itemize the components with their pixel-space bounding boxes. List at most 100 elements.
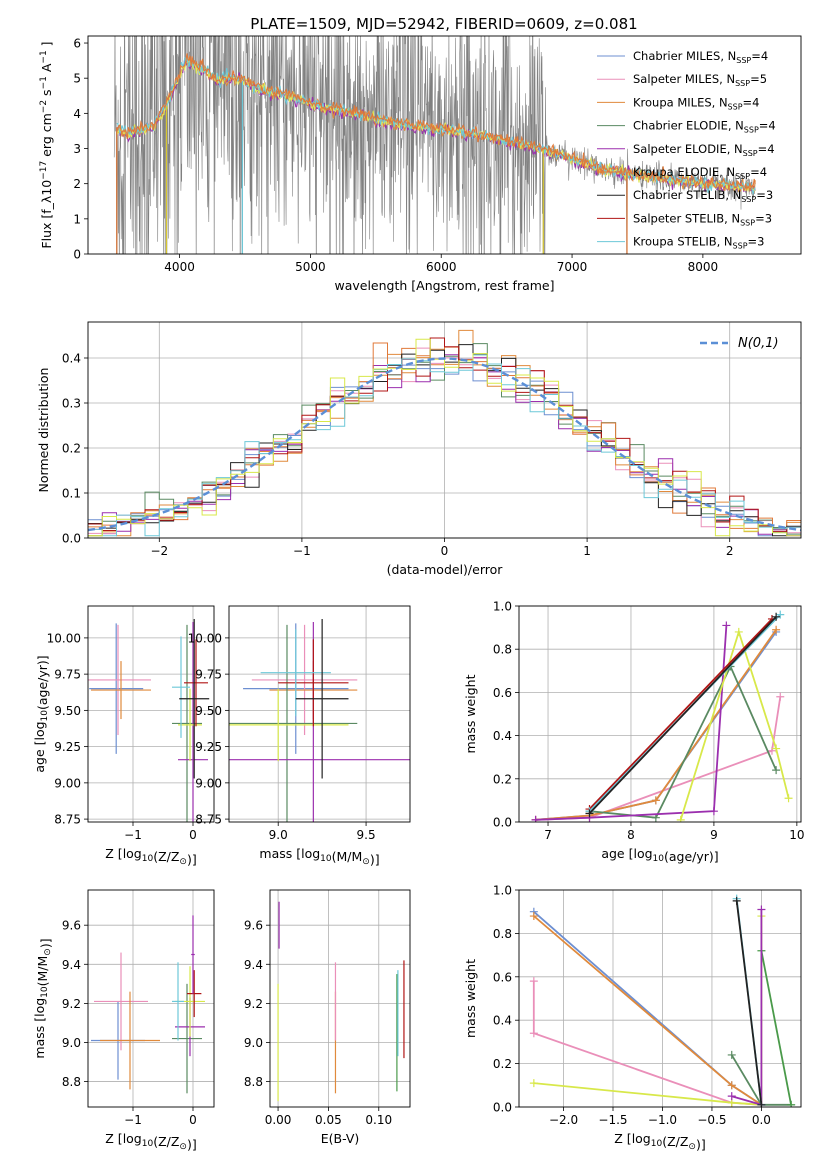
legend-entry: Salpeter ELODIE, NSSP=4 [633,142,775,158]
weight-vs-metallicity-axes: −2.0 −1.5 −1.0 −0.5 0.0 0.0 0.2 0.4 0.6 0.8 1.0 Z [… [463,884,802,1152]
mass-vs-ebv-xlabel: E(B-V) [321,1131,360,1146]
spectrum-ylabel-part: s [39,89,54,96]
spectrum-ylabel-part: −2 [39,100,49,113]
legend-entry-suffix: =4 [759,119,776,133]
weight-point-marker [722,621,731,630]
weight-vs-metallicity-ytick-label: 0.4 [493,1014,512,1028]
weight-point-marker [776,692,785,701]
age-vs-metallicity-ytick-label: 9.75 [54,668,81,682]
weight-vs-metallicity-ytick-label: 1.0 [493,884,512,898]
age-vs-metallicity-ytick-label: 9.25 [54,740,81,754]
weight-vs-metallicity-panel: −2.0 −1.5 −1.0 −0.5 0.0 0.0 0.2 0.4 0.6 0.8 1.0 Z [… [463,884,802,1152]
weight-series-line [588,618,773,810]
spectrum-xtick-label: 4000 [164,260,195,274]
age-vs-mass-axes: 9.0 9.5 8.75 9.00 9.25 9.50 9.75 10.00 mass [log… [188,605,411,867]
spectrum-ylabel-part: ] [39,41,54,46]
legend-entry-suffix: =4 [758,142,775,156]
residual-histogram [88,338,801,537]
weight-vs-metallicity-xlabel: Z [log10(Z/Z⊙)] [614,1131,705,1152]
residual-distribution-xlabel: (data-model)/error [387,562,504,577]
age-vs-mass-xlabel-part: (M/M [332,849,363,864]
spectrum-xtick-label: 8000 [688,260,719,274]
weight-vs-metallicity-ylabel: mass weight [463,959,478,1038]
spectrum-ylabel-part: A [39,63,54,72]
weight-point-marker [757,1100,766,1107]
weight-point-marker [727,1092,736,1101]
age-vs-mass-plot [229,619,410,822]
legend-entry: Kroupa ELODIE, NSSP=4 [633,165,767,181]
weight-vs-metallicity-xlabel-part: (Z/Z [662,1134,688,1149]
mass-vs-metallicity-panel: −1 08.89.09.29.49.6Z [log10(Z/Z⊙)]mass [l… [32,889,215,1152]
mass-vs-ebv-xtick-label: 0.10 [365,1113,392,1127]
age-vs-metallicity-xtick-label: 0 [189,828,197,842]
residual-distribution-ytick-label: 0.1 [62,487,81,501]
mass-vs-metallicity-xlabel-part: Z [ [105,1131,122,1146]
weight-vs-metallicity-ytick-label: 0.8 [493,927,512,941]
weight-vs-metallicity-xlabel-part: log [632,1131,651,1146]
weight-vs-age-frame [518,605,802,823]
weight-vs-metallicity-ytick-label: 0.6 [493,970,512,984]
legend-entry: Kroupa STELIB, NSSP=3 [633,235,764,251]
weight-series-line [535,696,782,821]
mass-vs-ebv-ytick-label: 8.8 [244,1075,263,1089]
weight-vs-metallicity-xlabel-part: )] [696,1137,706,1152]
mass-vs-metallicity-ytick-label: 9.2 [62,997,81,1011]
weight-vs-metallicity-xtick-label: −1.5 [598,1113,627,1127]
residual-distribution-xlabel-part: (data-model)/error [387,562,504,577]
weight-vs-age-ytick-label: 1.0 [493,600,512,614]
weight-point-marker [727,1081,736,1090]
age-vs-mass-xtick-label: 9.5 [357,828,376,842]
mass-vs-metallicity-xlabel: Z [log10(Z/Z⊙)] [105,1131,196,1152]
legend-entry: Kroupa MILES, NSSP=4 [633,95,759,111]
residual-distribution-frame [87,321,802,539]
legend-entry-suffix: =4 [743,95,760,109]
mass-vs-metallicity-ylabel-part: ⊙ [43,948,53,956]
mass-vs-ebv-panel: 0.00 0.05 0.10 8.8 9.0 9.2 9.4 9.6 E(B-V) [244,889,411,1146]
age-vs-metallicity-xlabel-part: log [123,846,142,861]
mass-vs-metallicity-xlabel-part: ⊙ [179,1142,187,1152]
spectrum-ylabel-part: −17 [39,161,49,180]
mass-vs-ebv-frame [269,889,411,1108]
age-vs-metallicity-xlabel-part: )] [187,852,197,867]
spectrum-ytick-label: 3 [73,142,81,156]
residual-distribution-xtick-label: −2 [150,544,168,558]
mass-vs-metallicity-xlabel-part: )] [187,1137,197,1152]
legend-entry-sub: SSP [740,218,755,227]
legend-entry-sub: SSP [741,195,756,204]
mass-vs-metallicity-ylabel-part: mass [ [32,1017,47,1059]
weight-series-line [533,911,762,1106]
legend-entry: Salpeter STELIB, NSSP=3 [633,211,772,227]
age-vs-mass-ytick-label: 9.50 [195,704,222,718]
spectrum-axes: 4000 5000 6000 7000 8000 0 1 2 3 4 5 6 wavelength [A… [39,35,802,293]
spectrum-ylabel-part: −1 [39,76,49,89]
mass-vs-metallicity-axes: −1 08.89.09.29.49.6Z [log10(Z/Z⊙)]mass [l… [32,889,215,1152]
weight-series-line [679,628,790,821]
spectrum-xtick-label: 5000 [295,260,326,274]
mass-vs-metallicity-ylabel-part: )] [38,938,53,948]
mass-vs-ebv-xlabel-part: E(B-V) [321,1131,360,1146]
weight-point-marker [772,766,781,775]
legend-entry: Chabrier ELODIE, NSSP=4 [633,119,776,135]
observed-spectrum-line [113,36,756,254]
age-vs-metallicity-ylabel-part: log [32,721,47,740]
mass-vs-ebv-xtick-label: 0.00 [265,1113,292,1127]
mass-vs-metallicity-grid [88,890,214,1107]
model-spectrum-line [116,59,756,194]
legend-entry-sub: SSP [728,102,743,111]
mass-vs-ebv-ytick-label: 9.0 [244,1036,263,1050]
spectrum-ytick-label: 0 [73,248,81,262]
age-vs-metallicity-ytick-label: 8.75 [54,813,81,827]
weight-vs-age-xlabel-part: log [633,846,652,861]
legend-entry-label: Chabrier STELIB, N [633,188,741,202]
model-spectrum-line [116,53,756,192]
age-vs-mass-xlabel-part: log [301,846,320,861]
mass-vs-metallicity-frame [87,889,215,1108]
legend-entry: Salpeter MILES, NSSP=5 [633,72,767,88]
weight-series-line [588,616,777,815]
mass-vs-metallicity-ytick-label: 9.6 [62,919,81,933]
age-vs-metallicity-ylabel: age [log10(age/yr)] [32,655,50,772]
weight-point-marker [529,1079,538,1088]
weight-vs-age-plot [531,610,793,822]
